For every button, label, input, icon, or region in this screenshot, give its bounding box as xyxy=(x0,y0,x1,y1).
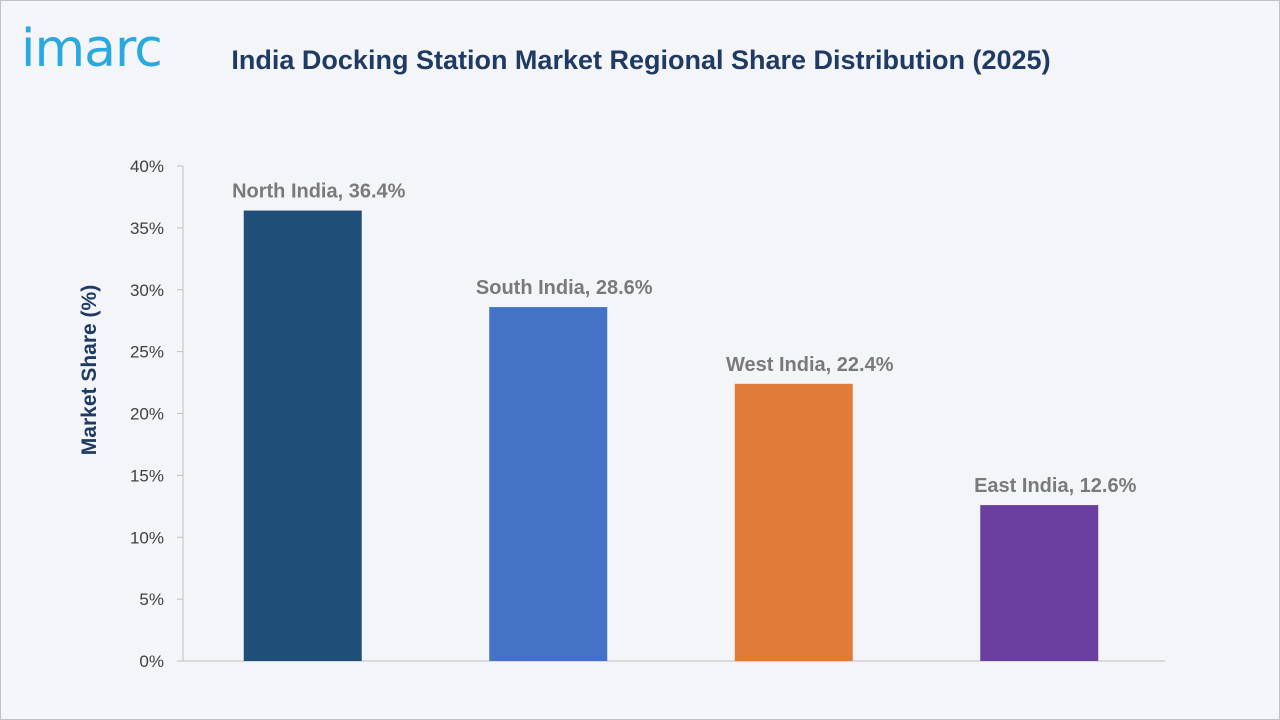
y-tick-label: 10% xyxy=(130,528,164,547)
y-tick-label: 40% xyxy=(130,157,164,176)
data-label: North India, 36.4% xyxy=(232,181,406,203)
y-tick-label: 30% xyxy=(130,281,164,300)
y-tick-label: 25% xyxy=(130,343,164,362)
bar xyxy=(243,210,362,662)
y-tick-label: 15% xyxy=(130,466,164,485)
bar xyxy=(734,383,853,661)
y-axis-title: Market Share (%) xyxy=(78,285,101,455)
bar xyxy=(980,505,1099,661)
imarc-logo: imarc xyxy=(21,19,163,79)
y-tick-label: 0% xyxy=(139,652,164,671)
bar xyxy=(489,307,608,661)
data-label: South India, 28.6% xyxy=(476,277,653,299)
y-tick-label: 35% xyxy=(130,219,164,238)
y-tick-label: 20% xyxy=(130,405,164,424)
y-tick-label: 5% xyxy=(139,590,164,609)
data-label: East India, 12.6% xyxy=(974,475,1137,497)
data-label: West India, 22.4% xyxy=(726,354,894,376)
chart-title: India Docking Station Market Regional Sh… xyxy=(231,45,1051,75)
